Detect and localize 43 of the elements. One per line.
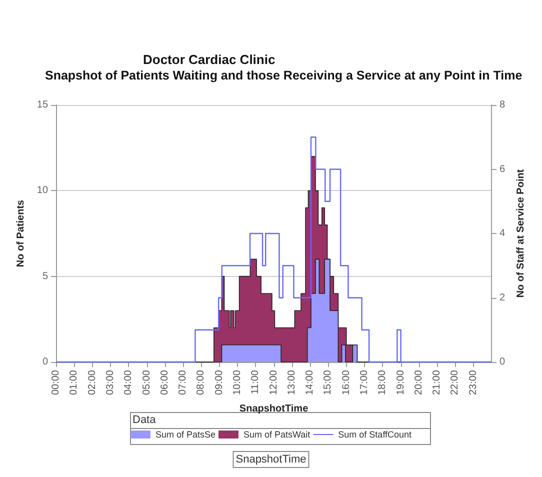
x-tick-label: 14:00 bbox=[304, 370, 316, 396]
chart-subtitle: Snapshot of Patients Waiting and those Receiving a Service at any Point in Time bbox=[45, 68, 522, 82]
x-tick-label: 07:00 bbox=[178, 370, 189, 396]
legend-label: Sum of PatsSe bbox=[155, 430, 216, 440]
x-tick-label: 19:00 bbox=[395, 370, 406, 396]
x-tick-label: 03:00 bbox=[104, 370, 116, 396]
y2-tick-label: 4 bbox=[500, 228, 506, 239]
y-tick-label: 15 bbox=[36, 100, 48, 110]
y2-tick-label: 0 bbox=[500, 356, 506, 368]
x-tick-label: 23:00 bbox=[468, 370, 479, 396]
x-tick-label: 22:00 bbox=[450, 370, 461, 396]
x-tick-label: 09:00 bbox=[214, 370, 225, 396]
x-tick-label: 00:00 bbox=[50, 370, 62, 396]
y2-tick-label: 8 bbox=[500, 100, 506, 110]
y-tick-label: 5 bbox=[42, 270, 48, 282]
x-tick-label: 17:00 bbox=[359, 370, 370, 396]
x-tick-label: 15:00 bbox=[322, 370, 334, 396]
x-tick-label: 01:00 bbox=[68, 370, 80, 396]
y2-tick-label: 6 bbox=[500, 164, 506, 175]
x-tick-label: 10:00 bbox=[232, 370, 243, 396]
legend-title: Data bbox=[132, 414, 157, 426]
x-tick-label: 08:00 bbox=[196, 370, 207, 396]
x-tick-label: 13:00 bbox=[286, 370, 298, 396]
x-axis-title: SnapshotTime bbox=[239, 404, 309, 414]
y-axis-title: No of Patients bbox=[16, 199, 26, 268]
x-tick-label: 04:00 bbox=[123, 370, 134, 396]
x-tick-label: 16:00 bbox=[340, 370, 352, 396]
y2-tick-label: 2 bbox=[500, 292, 506, 304]
x-tick-label: 18:00 bbox=[377, 370, 388, 396]
x-tick-label: 06:00 bbox=[159, 370, 170, 396]
x-tick-label: 11:00 bbox=[250, 370, 262, 394]
x-tick-label: 05:00 bbox=[141, 370, 152, 396]
chart-title: Doctor Cardiac Clinic bbox=[143, 52, 276, 67]
y-tick-label: 10 bbox=[36, 185, 48, 196]
x-tick-label: 02:00 bbox=[86, 370, 98, 396]
legend-label: Sum of PatsWait bbox=[243, 430, 311, 440]
x-tick-label: 21:00 bbox=[432, 370, 443, 396]
x-tick-label: 20:00 bbox=[413, 370, 424, 396]
x-tick-label: 12:00 bbox=[268, 370, 280, 396]
text: SnapshotTime bbox=[236, 454, 306, 466]
legend-label: Sum of StaffCount bbox=[338, 430, 412, 440]
y-tick-label: 0 bbox=[42, 356, 48, 368]
y2-axis-title: No of Staff at Service Point bbox=[516, 168, 526, 298]
